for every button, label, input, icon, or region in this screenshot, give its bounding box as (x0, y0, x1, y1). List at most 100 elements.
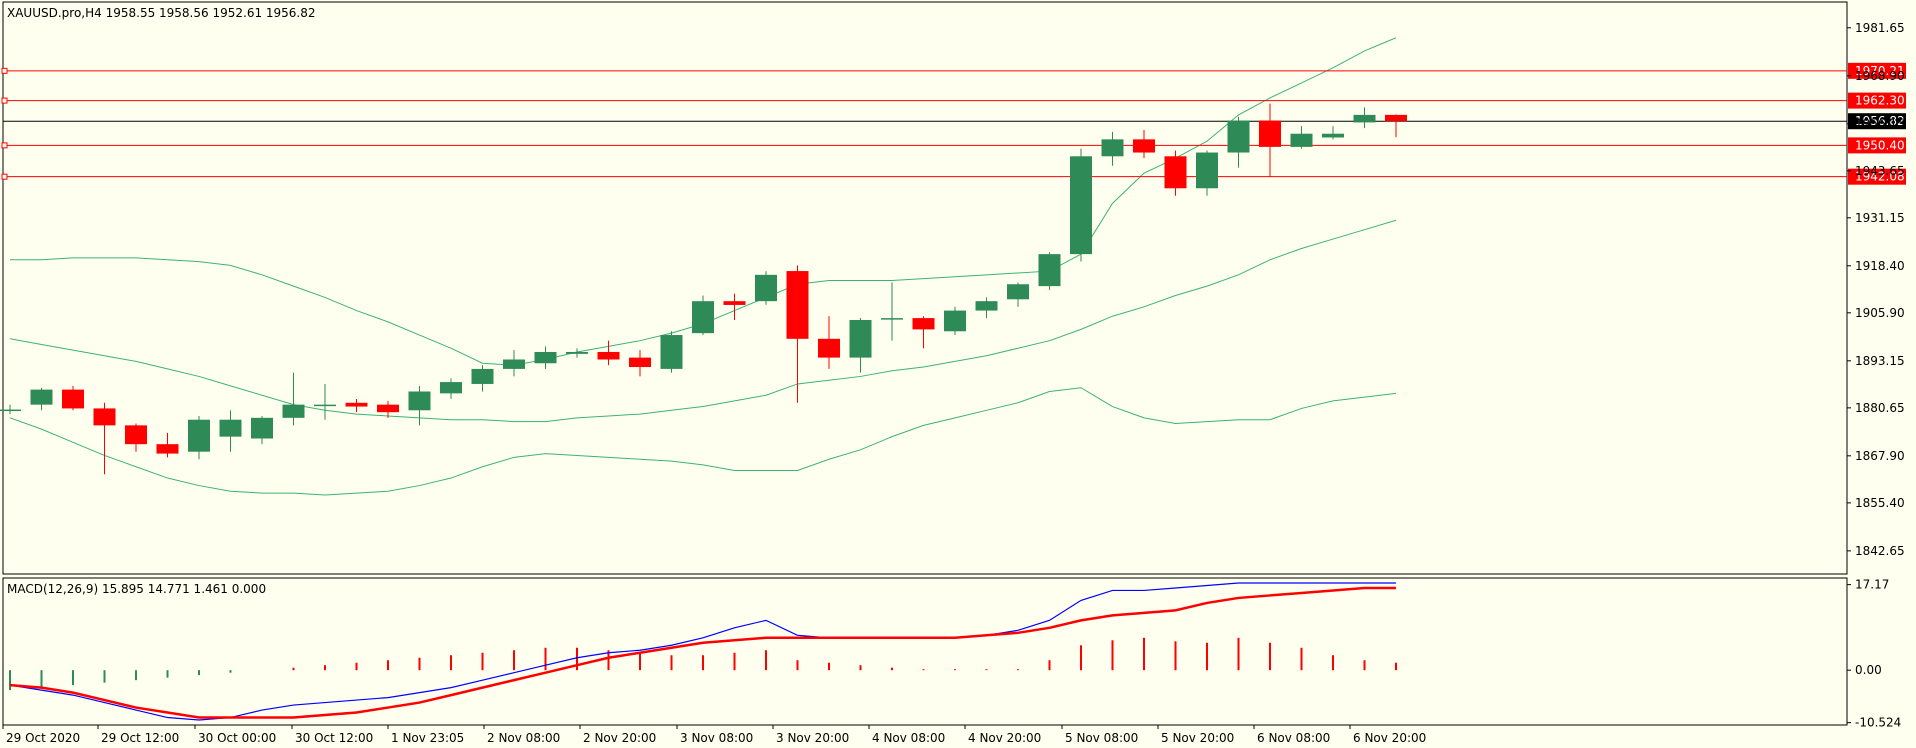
level-handle[interactable] (1, 97, 8, 104)
time-tick-label: 5 Nov 20:00 (1161, 731, 1234, 745)
candle-body (1353, 114, 1376, 123)
candle-body (566, 351, 588, 354)
candle-body (660, 335, 683, 369)
candle-body (314, 404, 336, 407)
candle-body (1133, 139, 1155, 153)
macd-tick-label: 0.00 (1855, 663, 1882, 677)
candle (1007, 282, 1029, 307)
candle (692, 295, 714, 336)
macd-indicator (9, 582, 1397, 721)
time-tick-label: 6 Nov 20:00 (1353, 731, 1426, 745)
price-tick-label: 1893.15 (1855, 354, 1905, 368)
price-axis: 1981.65 1968.90 1956.15 1943.65 1931.15 1918.… (1847, 21, 1905, 730)
candle (912, 316, 935, 349)
level-price-tag (1848, 62, 1906, 79)
candle (849, 318, 872, 373)
candle (314, 383, 336, 420)
level-price-tag (1848, 168, 1906, 185)
candle-body (692, 301, 714, 334)
candle-body (534, 351, 557, 364)
time-tick-label: 5 Nov 08:00 (1065, 731, 1138, 745)
time-tick-label: 1 Nov 23:05 (391, 731, 464, 745)
candlesticks (0, 103, 1407, 475)
candle-body (975, 301, 998, 311)
candle (975, 297, 998, 319)
time-tick-label: 29 Oct 12:00 (101, 731, 179, 745)
candle (377, 400, 399, 418)
candle (755, 271, 777, 305)
candle-body (912, 318, 935, 330)
candle (1353, 107, 1376, 129)
time-axis: 29 Oct 2020 29 Oct 12:00 30 Oct 00:00 30 Oc… (2, 725, 1426, 745)
chart-title: XAUUSD.pro,H4 1958.55 1958.56 1952.61 19… (7, 6, 316, 20)
time-tick-label: 30 Oct 12:00 (295, 731, 373, 745)
time-tick-label: 3 Nov 08:00 (680, 731, 753, 745)
candle (1385, 114, 1407, 138)
candle-body (1385, 114, 1407, 122)
macd-title: MACD(12,26,9) 15.895 14.771 1.461 0.000 (7, 582, 266, 596)
candle-body (1007, 284, 1029, 300)
candle-body (1101, 139, 1124, 157)
candle-body (408, 391, 431, 411)
candle-body (471, 368, 494, 384)
time-tick-label: 3 Nov 20:00 (776, 731, 849, 745)
level-price-label: 1970.21 (1855, 64, 1905, 78)
candle (345, 399, 368, 413)
price-panel-frame (2, 1, 1848, 575)
time-tick-label: 2 Nov 20:00 (583, 731, 656, 745)
candle (156, 432, 179, 458)
current-price-tag (1848, 113, 1906, 130)
candle-body (125, 425, 147, 445)
candle-body (629, 357, 651, 368)
candle-body (1259, 120, 1281, 147)
candle (1196, 150, 1218, 196)
price-tick-label: 1956.15 (1855, 117, 1905, 131)
candle-body (1070, 156, 1092, 255)
macd-tick-label: -10.524 (1855, 716, 1901, 730)
candle-body (881, 318, 903, 320)
price-tick-label: 1918.40 (1855, 259, 1905, 273)
candle (1290, 126, 1313, 149)
candle-body (345, 402, 368, 407)
candle-body (1196, 152, 1218, 189)
level-price-tag (1848, 137, 1906, 154)
candle-body (1290, 133, 1313, 147)
candle-body (723, 301, 746, 305)
candle (1164, 150, 1187, 196)
candle-body (503, 359, 525, 369)
horizontal-levels[interactable]: 1970.21 1962.30 1950.40 1942.08 1956.82 (1, 62, 1906, 185)
candle (723, 293, 746, 320)
candle (93, 402, 116, 475)
price-tick-label: 1880.65 (1855, 401, 1905, 415)
level-handle[interactable] (1, 173, 8, 180)
candle-body (1227, 120, 1250, 153)
level-price-tag (1848, 92, 1906, 109)
candle (219, 410, 242, 452)
candle-body (944, 310, 966, 332)
level-handle[interactable] (1, 67, 8, 74)
candle (660, 331, 683, 373)
candle (440, 378, 462, 400)
price-tick-label: 1981.65 (1855, 21, 1905, 35)
time-tick-label: 6 Nov 08:00 (1257, 731, 1330, 745)
candle (597, 340, 620, 366)
candle (30, 387, 53, 411)
price-tick-label: 1867.90 (1855, 449, 1905, 463)
candle (188, 415, 210, 460)
level-handle[interactable] (1, 142, 8, 149)
level-price-label: 1962.30 (1855, 94, 1905, 108)
candle (125, 423, 147, 452)
candle-body (62, 389, 84, 409)
bollinger-lower-line (9, 387, 1397, 496)
candle-body (251, 417, 273, 439)
time-tick-label: 2 Nov 08:00 (487, 731, 560, 745)
candle (408, 385, 431, 426)
macd-line (9, 582, 1396, 721)
candle-body (282, 404, 305, 418)
candle-body (849, 319, 872, 358)
price-tick-label: 1931.15 (1855, 211, 1905, 225)
candle (251, 415, 273, 445)
time-tick-label: 4 Nov 20:00 (968, 731, 1041, 745)
macd-signal-line (9, 586, 1396, 719)
